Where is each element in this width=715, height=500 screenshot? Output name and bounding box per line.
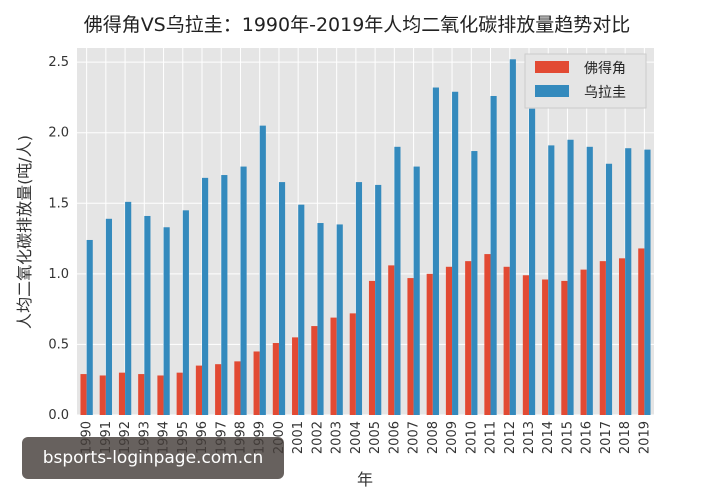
bar-uruguay-1993 <box>144 215 151 415</box>
bar-cape-verde-2019 <box>638 248 645 415</box>
bar-cape-verde-2013 <box>522 275 529 415</box>
bar-cape-verde-1999 <box>253 351 260 415</box>
bar-cape-verde-2001 <box>292 337 299 415</box>
bar-uruguay-2005 <box>375 184 382 415</box>
bar-cape-verde-1998 <box>234 361 241 415</box>
x-tick-label: 2002 <box>310 421 325 454</box>
bar-uruguay-2006 <box>394 146 401 416</box>
x-tick-label: 2015 <box>560 421 575 454</box>
bar-cape-verde-2005 <box>368 280 376 415</box>
y-tick-label: 1.0 <box>48 267 69 282</box>
bar-cape-verde-2012 <box>503 266 510 415</box>
bar-uruguay-2012 <box>509 59 516 416</box>
x-tick-label: 2013 <box>522 421 537 454</box>
bar-uruguay-2017 <box>605 163 613 415</box>
bar-cape-verde-1995 <box>176 372 183 415</box>
bar-cape-verde-2015 <box>561 280 568 415</box>
chart-title: 佛得角VS乌拉圭：1990年-2019年人均二氧化碳排放量趋势对比 <box>84 14 631 36</box>
x-tick-label: 2008 <box>426 421 441 454</box>
bar-cape-verde-1996 <box>195 365 203 415</box>
bar-uruguay-2003 <box>336 224 343 415</box>
bar-uruguay-2018 <box>625 148 632 415</box>
bar-uruguay-2013 <box>528 108 536 415</box>
bar-cape-verde-2000 <box>272 343 279 415</box>
legend-swatch-cape-verde <box>535 61 569 73</box>
x-tick-label: 2006 <box>387 421 402 454</box>
bar-cape-verde-2017 <box>599 261 606 415</box>
bar-uruguay-1992 <box>125 201 132 415</box>
bar-uruguay-2009 <box>452 91 459 415</box>
legend-label-uruguay: 乌拉圭 <box>584 85 626 101</box>
legend: 佛得角 乌拉圭 <box>524 53 647 109</box>
x-tick-label: 2010 <box>464 421 479 454</box>
bar-uruguay-2014 <box>548 145 555 415</box>
x-tick-label: 2007 <box>407 421 422 454</box>
bar-uruguay-2007 <box>413 166 420 415</box>
x-tick-label: 2003 <box>330 421 345 454</box>
bar-cape-verde-2008 <box>426 273 433 415</box>
bar-uruguay-1996 <box>202 177 209 415</box>
bar-cape-verde-1997 <box>215 364 222 415</box>
x-tick-label: 2011 <box>484 421 499 454</box>
bar-cape-verde-2014 <box>542 279 549 415</box>
y-tick-label: 2.0 <box>48 126 69 141</box>
y-tick-label: 2.5 <box>48 55 69 70</box>
x-tick-label: 2005 <box>368 421 383 454</box>
bar-uruguay-2010 <box>471 151 478 416</box>
bar-uruguay-2015 <box>567 139 574 415</box>
bar-cape-verde-1992 <box>118 372 126 415</box>
y-axis-ticks: 0.0 0.5 1.0 1.5 2.0 2.5 <box>48 55 69 423</box>
bar-uruguay-1990 <box>86 239 93 415</box>
bar-uruguay-1997 <box>221 175 228 415</box>
bar-uruguay-2019 <box>644 149 651 415</box>
bar-uruguay-2004 <box>355 182 363 415</box>
bar-uruguay-2011 <box>490 95 497 415</box>
bar-uruguay-1995 <box>182 210 189 415</box>
bar-cape-verde-2016 <box>580 269 587 415</box>
x-tick-label: 2012 <box>503 421 518 454</box>
x-tick-label: 2009 <box>445 421 460 454</box>
bar-uruguay-1999 <box>259 125 266 415</box>
y-axis-label: 人均二氧化碳排放量(吨/人) <box>15 135 34 329</box>
y-tick-label: 0.0 <box>48 408 69 423</box>
bar-uruguay-2002 <box>317 223 324 415</box>
bar-cape-verde-2011 <box>484 254 491 415</box>
bar-cape-verde-1990 <box>80 374 87 415</box>
watermark: bsports-loginpage.com.cn <box>22 437 284 479</box>
bar-uruguay-2001 <box>298 204 305 415</box>
x-tick-label: 2019 <box>637 421 652 454</box>
x-tick-label: 2001 <box>291 421 306 454</box>
bar-uruguay-1998 <box>240 166 247 415</box>
plot-area <box>77 48 654 415</box>
bar-uruguay-1991 <box>105 218 113 415</box>
bars <box>80 59 651 416</box>
bar-uruguay-2016 <box>586 146 593 416</box>
bar-cape-verde-1993 <box>138 374 145 415</box>
bar-cape-verde-2002 <box>311 326 318 415</box>
bar-cape-verde-2004 <box>349 313 356 415</box>
bar-cape-verde-1994 <box>157 375 164 415</box>
legend-label-cape-verde: 佛得角 <box>584 60 626 77</box>
y-tick-label: 0.5 <box>48 337 69 352</box>
bar-cape-verde-2006 <box>388 265 395 415</box>
y-tick-label: 1.5 <box>48 196 69 211</box>
bar-cape-verde-2003 <box>330 317 337 415</box>
bar-uruguay-2008 <box>432 87 439 416</box>
bar-cape-verde-2018 <box>618 258 626 415</box>
x-tick-label: 2014 <box>541 421 556 454</box>
bar-cape-verde-2009 <box>445 266 453 415</box>
bar-cape-verde-2010 <box>465 261 472 415</box>
x-tick-label: 2018 <box>618 421 633 454</box>
x-tick-label: 2016 <box>580 421 595 454</box>
bar-uruguay-1994 <box>163 227 170 415</box>
x-axis-label: 年 <box>357 470 373 489</box>
bar-cape-verde-1991 <box>99 375 106 415</box>
legend-swatch-uruguay <box>535 85 569 97</box>
x-tick-label: 2004 <box>349 421 364 454</box>
bar-cape-verde-2007 <box>407 278 414 415</box>
x-tick-label: 2017 <box>599 421 614 454</box>
bar-uruguay-2000 <box>278 182 286 415</box>
